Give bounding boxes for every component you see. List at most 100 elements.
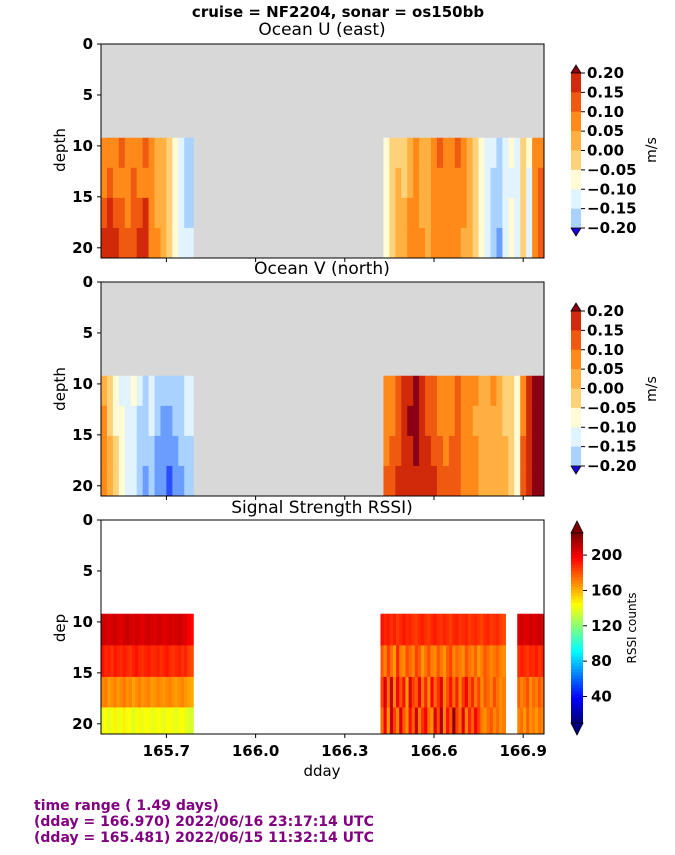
heatmap-cell bbox=[508, 405, 515, 437]
heatmap-cell bbox=[407, 167, 414, 199]
heatmap-cell bbox=[452, 613, 456, 646]
heatmap-cell bbox=[541, 707, 544, 734]
heatmap-cell bbox=[405, 707, 410, 734]
colorbar-tick-label: −0.05 bbox=[587, 161, 637, 179]
heatmap-cell bbox=[484, 375, 492, 407]
heatmap-cell bbox=[187, 676, 191, 709]
heatmap-cell bbox=[478, 227, 486, 258]
ytick-label: 20 bbox=[72, 477, 93, 495]
heatmap-cell bbox=[436, 676, 441, 709]
heatmap-cell bbox=[166, 197, 173, 229]
heatmap-cell bbox=[144, 645, 148, 678]
heatmap-cell bbox=[183, 613, 188, 646]
ytick-label: 5 bbox=[83, 562, 93, 580]
heatmap-cell bbox=[448, 137, 456, 169]
heatmap-cell bbox=[383, 375, 390, 407]
heatmap-cell bbox=[452, 645, 456, 678]
heatmap-cell bbox=[532, 465, 539, 496]
colorbar-extend-min bbox=[570, 227, 582, 237]
heatmap-cell bbox=[399, 707, 403, 734]
heatmap-cell bbox=[424, 613, 428, 646]
heatmap-cell bbox=[383, 227, 390, 258]
heatmap-cell bbox=[442, 227, 450, 258]
heatmap-cell bbox=[419, 137, 426, 169]
heatmap-cell bbox=[436, 707, 441, 734]
heatmap-cell bbox=[517, 645, 521, 678]
heatmap-cell bbox=[425, 137, 432, 169]
ytick-label: 20 bbox=[72, 715, 93, 733]
heatmap-cell bbox=[134, 676, 139, 709]
heatmap-cell bbox=[101, 405, 108, 437]
heatmap-cell bbox=[436, 435, 444, 467]
heatmap-cell bbox=[538, 375, 544, 407]
heatmap-cell bbox=[474, 645, 478, 678]
heatmap-cell bbox=[172, 227, 179, 258]
colorbar-extend-max bbox=[570, 302, 582, 312]
heatmap-cell bbox=[383, 137, 390, 169]
heatmap-cell bbox=[402, 613, 407, 646]
heatmap-cell bbox=[130, 465, 138, 496]
heatmap-cell bbox=[495, 613, 500, 646]
heatmap-cell bbox=[106, 465, 114, 496]
heatmap-cell bbox=[502, 137, 509, 169]
heatmap-cell bbox=[419, 375, 426, 407]
heatmap-cell bbox=[413, 137, 420, 169]
heatmap-cell bbox=[392, 707, 397, 734]
heatmap-cell bbox=[532, 375, 539, 407]
heatmap-cell bbox=[480, 676, 485, 709]
heatmap-cell bbox=[166, 465, 173, 496]
heatmap-cell bbox=[442, 645, 447, 678]
ytick-label: 10 bbox=[72, 613, 93, 631]
heatmap-cell bbox=[454, 137, 462, 169]
heatmap-cell bbox=[383, 465, 390, 496]
colorbar-segment bbox=[571, 650, 583, 654]
xtick-label: 166.3 bbox=[321, 742, 368, 760]
heatmap-cell bbox=[532, 197, 539, 229]
colorbar-tick-label: 0.20 bbox=[587, 302, 624, 320]
heatmap-cell bbox=[106, 167, 114, 199]
heatmap-cell bbox=[101, 676, 105, 709]
heatmap-cell bbox=[389, 375, 396, 407]
footer-line-range: time range ( 1.49 days) bbox=[34, 798, 219, 814]
heatmap-cell bbox=[184, 465, 194, 496]
colorbar-segment bbox=[571, 169, 581, 190]
heatmap-cell bbox=[490, 227, 498, 258]
heatmap-cell bbox=[162, 676, 167, 709]
heatmap-cell bbox=[407, 405, 414, 437]
heatmap-cell bbox=[466, 375, 474, 407]
heatmap-cell bbox=[489, 645, 494, 678]
heatmap-cell bbox=[442, 613, 447, 646]
heatmap-cell bbox=[489, 676, 494, 709]
heatmap-cell bbox=[471, 676, 475, 709]
heatmap-cell bbox=[142, 405, 150, 437]
heatmap-cell bbox=[532, 435, 539, 467]
heatmap-cell bbox=[110, 645, 115, 678]
heatmap-cell bbox=[156, 676, 161, 709]
colorbar-segment bbox=[571, 719, 583, 724]
heatmap-cell bbox=[144, 707, 148, 734]
heatmap-cell bbox=[448, 167, 456, 199]
heatmap-cell bbox=[184, 197, 194, 229]
heatmap-cell bbox=[496, 197, 503, 229]
heatmap-cell bbox=[520, 613, 524, 646]
heatmap-cell bbox=[165, 676, 170, 709]
heatmap-cell bbox=[165, 707, 170, 734]
colorbar-segment bbox=[571, 349, 581, 370]
heatmap-cell bbox=[535, 707, 539, 734]
colorbar-segment bbox=[571, 647, 583, 651]
heatmap-cell bbox=[461, 676, 466, 709]
heatmap-cell bbox=[401, 167, 408, 199]
heatmap-cell bbox=[153, 645, 158, 678]
heatmap-cell bbox=[425, 227, 432, 258]
heatmap-cell bbox=[178, 137, 185, 169]
heatmap-cell bbox=[502, 465, 509, 496]
heatmap-cell bbox=[110, 613, 115, 646]
heatmap-cell bbox=[455, 613, 460, 646]
heatmap-cell bbox=[490, 137, 498, 169]
heatmap-cell bbox=[131, 645, 136, 678]
heatmap-cell bbox=[116, 707, 121, 734]
heatmap-cell bbox=[178, 435, 185, 467]
heatmap-cell bbox=[448, 227, 456, 258]
heatmap-cell bbox=[183, 645, 188, 678]
heatmap-cell bbox=[508, 465, 515, 496]
